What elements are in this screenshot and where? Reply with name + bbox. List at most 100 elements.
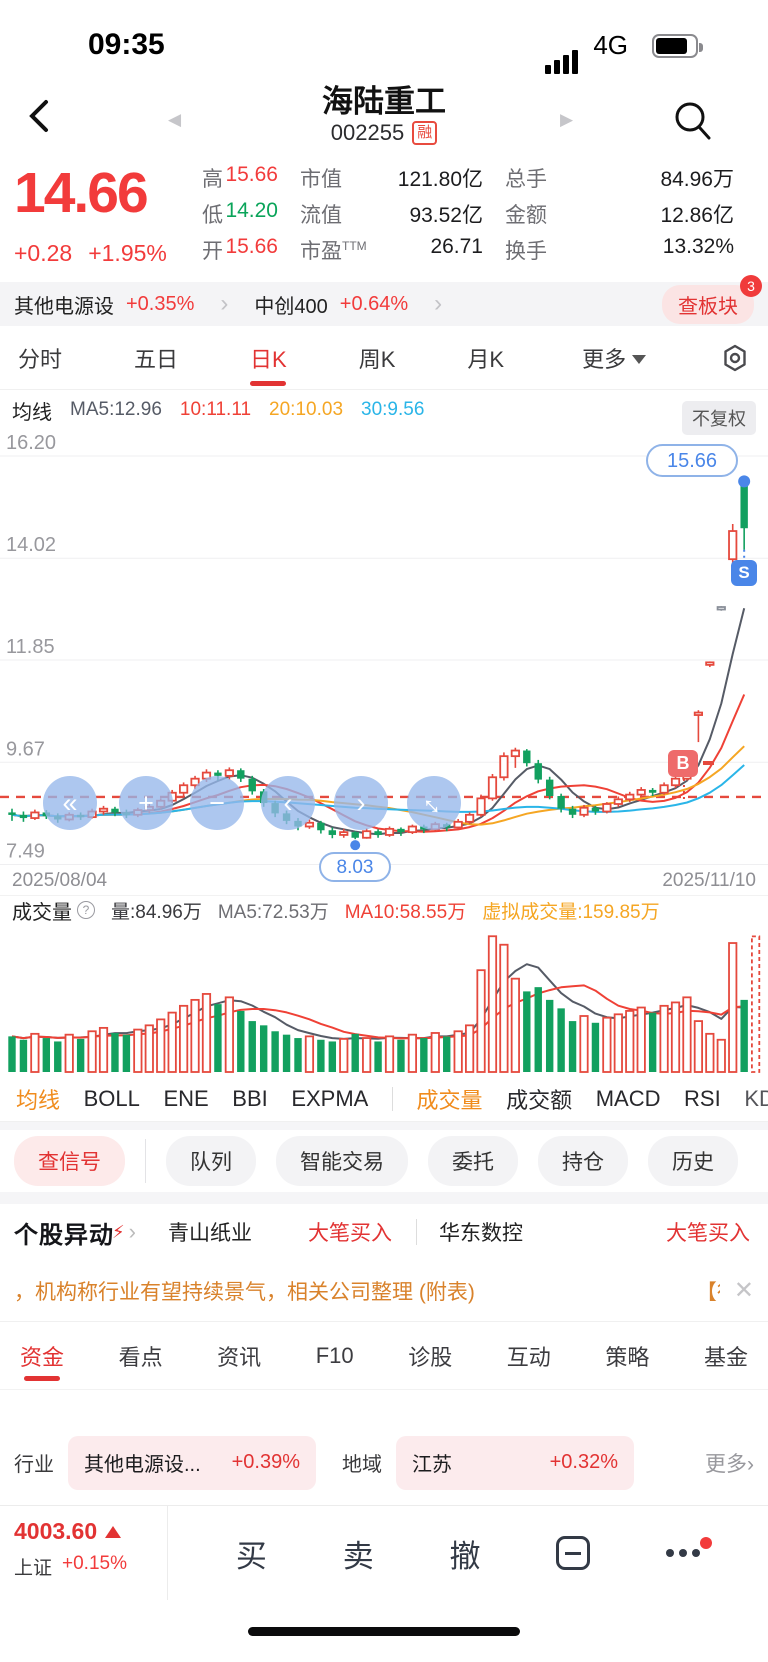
margin-badge: 融 bbox=[412, 121, 438, 145]
mover-action: 大笔买入 bbox=[307, 1222, 392, 1245]
period-tab-3[interactable]: 周K bbox=[358, 346, 396, 372]
low-price-tag: 8.03 bbox=[319, 852, 391, 882]
zoom-out-icon[interactable]: − bbox=[190, 776, 244, 830]
quote-stat: 换手 13.32% bbox=[505, 235, 734, 263]
search-icon[interactable] bbox=[672, 98, 714, 142]
ma-legend-item: 30:9.56 bbox=[361, 399, 425, 420]
action-chip-4[interactable]: 持仓 bbox=[538, 1136, 628, 1186]
industry-pill[interactable]: 其他电源设... +0.39% bbox=[68, 1435, 316, 1490]
indicator-tab-ENE[interactable]: ENE bbox=[163, 1085, 209, 1111]
indicator-tab-成交额[interactable]: 成交额 bbox=[506, 1087, 573, 1113]
pan-left-icon[interactable]: ‹ bbox=[261, 776, 315, 830]
indicator-tab-BBI[interactable]: BBI bbox=[232, 1085, 268, 1111]
action-chip-1[interactable]: 队列 bbox=[166, 1136, 256, 1186]
network-label: 4G bbox=[593, 30, 628, 60]
sell-button[interactable]: 卖 bbox=[342, 1538, 374, 1574]
volume-legend-item: MA10:58.55万 bbox=[344, 901, 467, 923]
indicator-tab-RSI[interactable]: RSI bbox=[684, 1085, 721, 1111]
movers-strip[interactable]: 个股异动 ⚡ › 青山纸业 大笔买入 华东数控 大笔买入 bbox=[0, 1204, 768, 1260]
more-menu-icon[interactable] bbox=[666, 1537, 713, 1557]
content-tab-3[interactable]: F10 bbox=[315, 1342, 354, 1368]
quote-panel: 14.66 +0.28 +1.95% 高 15.66 市值 121.80亿 总手… bbox=[0, 160, 768, 282]
chevron-right-icon: › bbox=[128, 1219, 136, 1244]
zoom-in-icon[interactable]: + bbox=[119, 776, 173, 830]
action-chip-5[interactable]: 历史 bbox=[648, 1136, 738, 1186]
action-chip-2[interactable]: 智能交易 bbox=[276, 1136, 408, 1186]
minimize-icon[interactable] bbox=[556, 1536, 591, 1570]
sector-name[interactable]: 其他电源设 bbox=[14, 295, 114, 318]
view-sectors-button[interactable]: 查板块 3 bbox=[662, 274, 762, 324]
sector-name[interactable]: 中创400 bbox=[254, 295, 328, 318]
high-price-tag: 15.66 bbox=[646, 444, 738, 477]
indicator-tab-EXPMA[interactable]: EXPMA bbox=[291, 1085, 369, 1111]
buy-button[interactable]: 买 bbox=[235, 1538, 267, 1574]
period-tab-4[interactable]: 月K bbox=[467, 346, 505, 372]
content-tab-6[interactable]: 策略 bbox=[605, 1344, 650, 1370]
industry-pct: +0.39% bbox=[231, 1451, 300, 1473]
date-axis: 2025/08/04 2025/11/10 bbox=[0, 870, 768, 896]
more-periods-button[interactable]: 更多 bbox=[582, 342, 647, 374]
period-tab-1[interactable]: 五日 bbox=[134, 346, 179, 372]
indicator-tab-KDJ[interactable]: KDJ bbox=[744, 1085, 768, 1111]
caret-down-icon bbox=[632, 354, 647, 364]
svg-text:11.85: 11.85 bbox=[6, 636, 55, 658]
sector-pct: +0.35% bbox=[126, 292, 195, 315]
home-indicator-area bbox=[0, 1600, 768, 1662]
signal-icon bbox=[545, 50, 578, 74]
index-name: 上证 bbox=[14, 1558, 53, 1579]
content-tab-7[interactable]: 基金 bbox=[703, 1344, 748, 1370]
region-pill[interactable]: 江苏 +0.32% bbox=[396, 1435, 634, 1490]
news-ticker[interactable]: ，机构称行业有望持续景气，相关公司整理 (附表) 【行 ✕ bbox=[0, 1260, 768, 1322]
sell-signal-badge[interactable]: S bbox=[731, 560, 757, 586]
action-chip-3[interactable]: 委托 bbox=[428, 1136, 518, 1186]
divider bbox=[145, 1139, 146, 1183]
content-tab-1[interactable]: 看点 bbox=[118, 1344, 163, 1370]
content-tab-5[interactable]: 互动 bbox=[506, 1344, 551, 1370]
mover-stock[interactable]: 华东数控 bbox=[438, 1222, 523, 1245]
index-block[interactable]: 4003.60 上证 +0.15% bbox=[0, 1506, 168, 1600]
spacer bbox=[0, 1122, 768, 1130]
sector-pct: +0.64% bbox=[339, 292, 409, 315]
buy-signal-badge[interactable]: B bbox=[668, 750, 698, 777]
adjust-mode-button[interactable]: 不复权 bbox=[682, 401, 756, 435]
fast-backward-icon[interactable]: « bbox=[43, 776, 97, 830]
divider bbox=[391, 1086, 393, 1111]
news-text[interactable]: ，机构称行业有望持续景气，相关公司整理 (附表) bbox=[14, 1280, 475, 1304]
quote-stat: 开 15.66 bbox=[202, 235, 278, 263]
quote-stat: 市盈TTM 26.71 bbox=[300, 235, 483, 263]
chart-settings-icon[interactable] bbox=[720, 343, 750, 373]
next-stock-icon[interactable]: ▶ bbox=[560, 110, 574, 129]
volume-chart[interactable] bbox=[0, 924, 768, 1076]
stock-code: 002255 bbox=[330, 120, 405, 145]
spacer bbox=[0, 1192, 768, 1204]
content-tab-0[interactable]: 资金 bbox=[20, 1322, 64, 1389]
content-tab-2[interactable]: 资讯 bbox=[217, 1344, 262, 1370]
indicator-tab-均线[interactable]: 均线 bbox=[16, 1087, 61, 1113]
pan-right-icon[interactable]: › bbox=[334, 776, 388, 830]
period-tab-2[interactable]: 日K bbox=[250, 326, 287, 389]
date-end: 2025/11/10 bbox=[662, 870, 756, 891]
content-tab-4[interactable]: 诊股 bbox=[408, 1344, 453, 1370]
action-chips: 查信号 队列 智能交易 委托 持仓 历史 bbox=[0, 1130, 768, 1192]
content-tabs: 资金 看点 资讯 F10 诊股 互动 策略 基金 bbox=[0, 1322, 768, 1390]
action-chip-0[interactable]: 查信号 bbox=[14, 1136, 125, 1186]
help-icon[interactable]: ? bbox=[77, 901, 95, 919]
ma-legend: 均线 MA5:12.96 10:11.11 20:10.03 30:9.56 不复权 bbox=[0, 390, 768, 435]
ma-legend-title: 均线 bbox=[12, 401, 52, 424]
more-link[interactable]: 更多› bbox=[705, 1452, 754, 1476]
cancel-order-button[interactable]: 撤 bbox=[449, 1538, 481, 1574]
prev-stock-icon[interactable]: ◀ bbox=[168, 110, 182, 129]
mover-stock[interactable]: 青山纸业 bbox=[167, 1222, 252, 1245]
back-icon[interactable] bbox=[20, 94, 60, 138]
indicator-tab-MACD[interactable]: MACD bbox=[595, 1085, 661, 1111]
period-tab-0[interactable]: 分时 bbox=[18, 346, 63, 372]
ma-legend-item: MA5:12.96 bbox=[70, 399, 162, 420]
kline-chart[interactable]: 16.20 14.02 11.85 9.67 7.49 « + − ‹ › ↔ 15.66 8.03 S B bbox=[0, 430, 768, 882]
expand-icon[interactable]: ↔ bbox=[407, 776, 461, 830]
indicator-tab-BOLL[interactable]: BOLL bbox=[83, 1085, 140, 1111]
indicator-tab-成交量[interactable]: 成交量 bbox=[416, 1087, 483, 1113]
close-icon[interactable]: ✕ bbox=[733, 1277, 754, 1304]
region-name: 江苏 bbox=[412, 1454, 452, 1476]
ma-legend-item: 10:11.11 bbox=[179, 399, 252, 420]
home-indicator[interactable] bbox=[248, 1626, 520, 1636]
